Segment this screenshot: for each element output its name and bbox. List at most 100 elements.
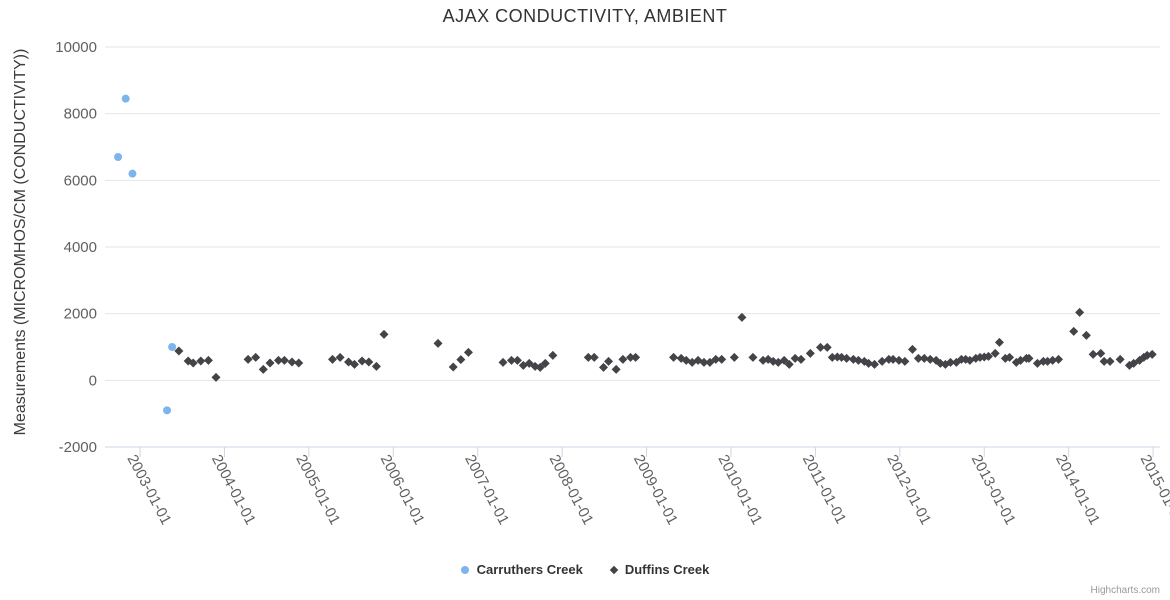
data-point-duffins-creek[interactable] [618,354,628,364]
data-point-duffins-creek[interactable] [919,353,929,363]
data-point-duffins-creek[interactable] [349,359,359,369]
data-point-carruthers-creek[interactable] [168,343,177,351]
data-point-carruthers-creek[interactable] [128,169,137,178]
data-point-duffins-creek[interactable] [1147,349,1157,359]
data-point-duffins-creek[interactable] [243,354,253,364]
data-point-duffins-creek[interactable] [583,352,593,362]
data-point-duffins-creek[interactable] [815,342,825,352]
data-point-duffins-creek[interactable] [853,355,863,365]
data-point-duffins-creek[interactable] [990,348,1000,358]
data-point-duffins-creek[interactable] [748,352,758,362]
data-point-duffins-creek[interactable] [188,358,198,368]
y-axis-label: -2000 [59,439,97,456]
data-point-duffins-creek[interactable] [364,357,374,367]
data-point-duffins-creek[interactable] [925,354,935,364]
data-point-duffins-creek[interactable] [913,353,923,363]
data-point-duffins-creek[interactable] [1075,307,1085,317]
data-point-duffins-creek[interactable] [869,359,879,369]
data-point-duffins-creek[interactable] [1054,354,1064,364]
data-point-duffins-creek[interactable] [265,358,275,368]
data-point-duffins-creek[interactable] [894,355,904,365]
data-point-duffins-creek[interactable] [907,344,917,354]
data-point-duffins-creek[interactable] [1048,355,1058,365]
data-point-duffins-creek[interactable] [842,353,852,363]
data-point-duffins-creek[interactable] [699,357,709,367]
x-axis-label: 2013-01-01 [968,452,1019,528]
data-point-duffins-creek[interactable] [287,357,297,367]
data-point-duffins-creek[interactable] [335,352,345,362]
data-point-duffins-creek[interactable] [448,362,458,372]
data-point-duffins-creek[interactable] [822,342,832,352]
data-point-duffins-creek[interactable] [994,337,1004,347]
data-point-duffins-creek[interactable] [877,356,887,366]
legend-item-carruthers-creek[interactable]: Carruthers Creek [460,562,583,577]
data-point-duffins-creek[interactable] [1088,349,1098,359]
y-axis-title: Measurements (MICROMHOS/CM (CONDUCTIVITY… [12,48,29,436]
data-point-duffins-creek[interactable] [512,355,522,365]
data-point-duffins-creek[interactable] [251,352,261,362]
data-point-duffins-creek[interactable] [717,354,727,364]
data-point-duffins-creek[interactable] [805,348,815,358]
data-point-duffins-creek[interactable] [729,352,739,362]
data-point-carruthers-creek[interactable] [121,94,130,103]
legend: Carruthers Creek Duffins Creek [0,562,1170,577]
data-point-duffins-creek[interactable] [211,372,221,382]
data-point-duffins-creek[interactable] [463,347,473,357]
data-point-carruthers-creek[interactable] [114,153,123,161]
data-point-duffins-creek[interactable] [1105,356,1115,366]
data-point-duffins-creek[interactable] [540,358,550,368]
data-point-duffins-creek[interactable] [174,346,184,356]
data-point-duffins-creek[interactable] [631,352,641,362]
data-point-duffins-creek[interactable] [456,355,466,365]
data-point-duffins-creek[interactable] [599,362,609,372]
data-point-duffins-creek[interactable] [371,361,381,371]
data-point-duffins-creek[interactable] [1115,354,1125,364]
data-point-duffins-creek[interactable] [279,355,289,365]
data-point-duffins-creek[interactable] [1069,326,1079,336]
data-point-duffins-creek[interactable] [357,356,367,366]
data-point-duffins-creek[interactable] [796,354,806,364]
data-point-duffins-creek[interactable] [784,359,794,369]
x-axis-label: 2008-01-01 [546,452,597,528]
data-point-duffins-creek[interactable] [669,352,679,362]
data-point-duffins-creek[interactable] [945,357,955,367]
data-point-duffins-creek[interactable] [864,358,874,368]
data-point-duffins-creek[interactable] [294,358,304,368]
x-axis-label: 2003-01-01 [124,452,175,528]
data-point-duffins-creek[interactable] [258,364,268,374]
data-point-duffins-creek[interactable] [433,338,443,348]
data-point-duffins-creek[interactable] [1005,352,1015,362]
data-point-duffins-creek[interactable] [779,355,789,365]
x-axis-label: 2011-01-01 [799,452,850,527]
data-point-duffins-creek[interactable] [498,357,508,367]
y-axis-label: 8000 [64,106,97,123]
data-point-duffins-creek[interactable] [328,354,338,364]
data-point-duffins-creek[interactable] [506,355,516,365]
data-point-duffins-creek[interactable] [273,355,283,365]
data-point-duffins-creek[interactable] [790,353,800,363]
data-point-duffins-creek[interactable] [535,362,545,372]
data-point-duffins-creek[interactable] [203,355,213,365]
data-point-duffins-creek[interactable] [611,364,621,374]
data-point-duffins-creek[interactable] [589,352,599,362]
data-point-duffins-creek[interactable] [548,350,558,360]
highcharts-credit[interactable]: Highcharts.com [1090,585,1160,596]
data-point-duffins-creek[interactable] [827,352,837,362]
y-axis-label: 2000 [64,306,97,323]
data-point-duffins-creek[interactable] [1081,330,1091,340]
data-point-duffins-creek[interactable] [604,356,614,366]
data-point-duffins-creek[interactable] [1099,356,1109,366]
data-point-duffins-creek[interactable] [888,354,898,364]
data-point-duffins-creek[interactable] [983,351,993,361]
data-point-carruthers-creek[interactable] [163,406,172,415]
data-point-duffins-creek[interactable] [711,354,721,364]
data-point-duffins-creek[interactable] [626,352,636,362]
data-point-duffins-creek[interactable] [900,356,910,366]
data-point-duffins-creek[interactable] [379,329,389,339]
data-point-duffins-creek[interactable] [737,312,747,322]
data-point-duffins-creek[interactable] [1096,348,1106,358]
legend-item-duffins-creek[interactable]: Duffins Creek [609,562,709,577]
data-point-duffins-creek[interactable] [196,356,206,366]
data-point-duffins-creek[interactable] [1024,353,1034,363]
